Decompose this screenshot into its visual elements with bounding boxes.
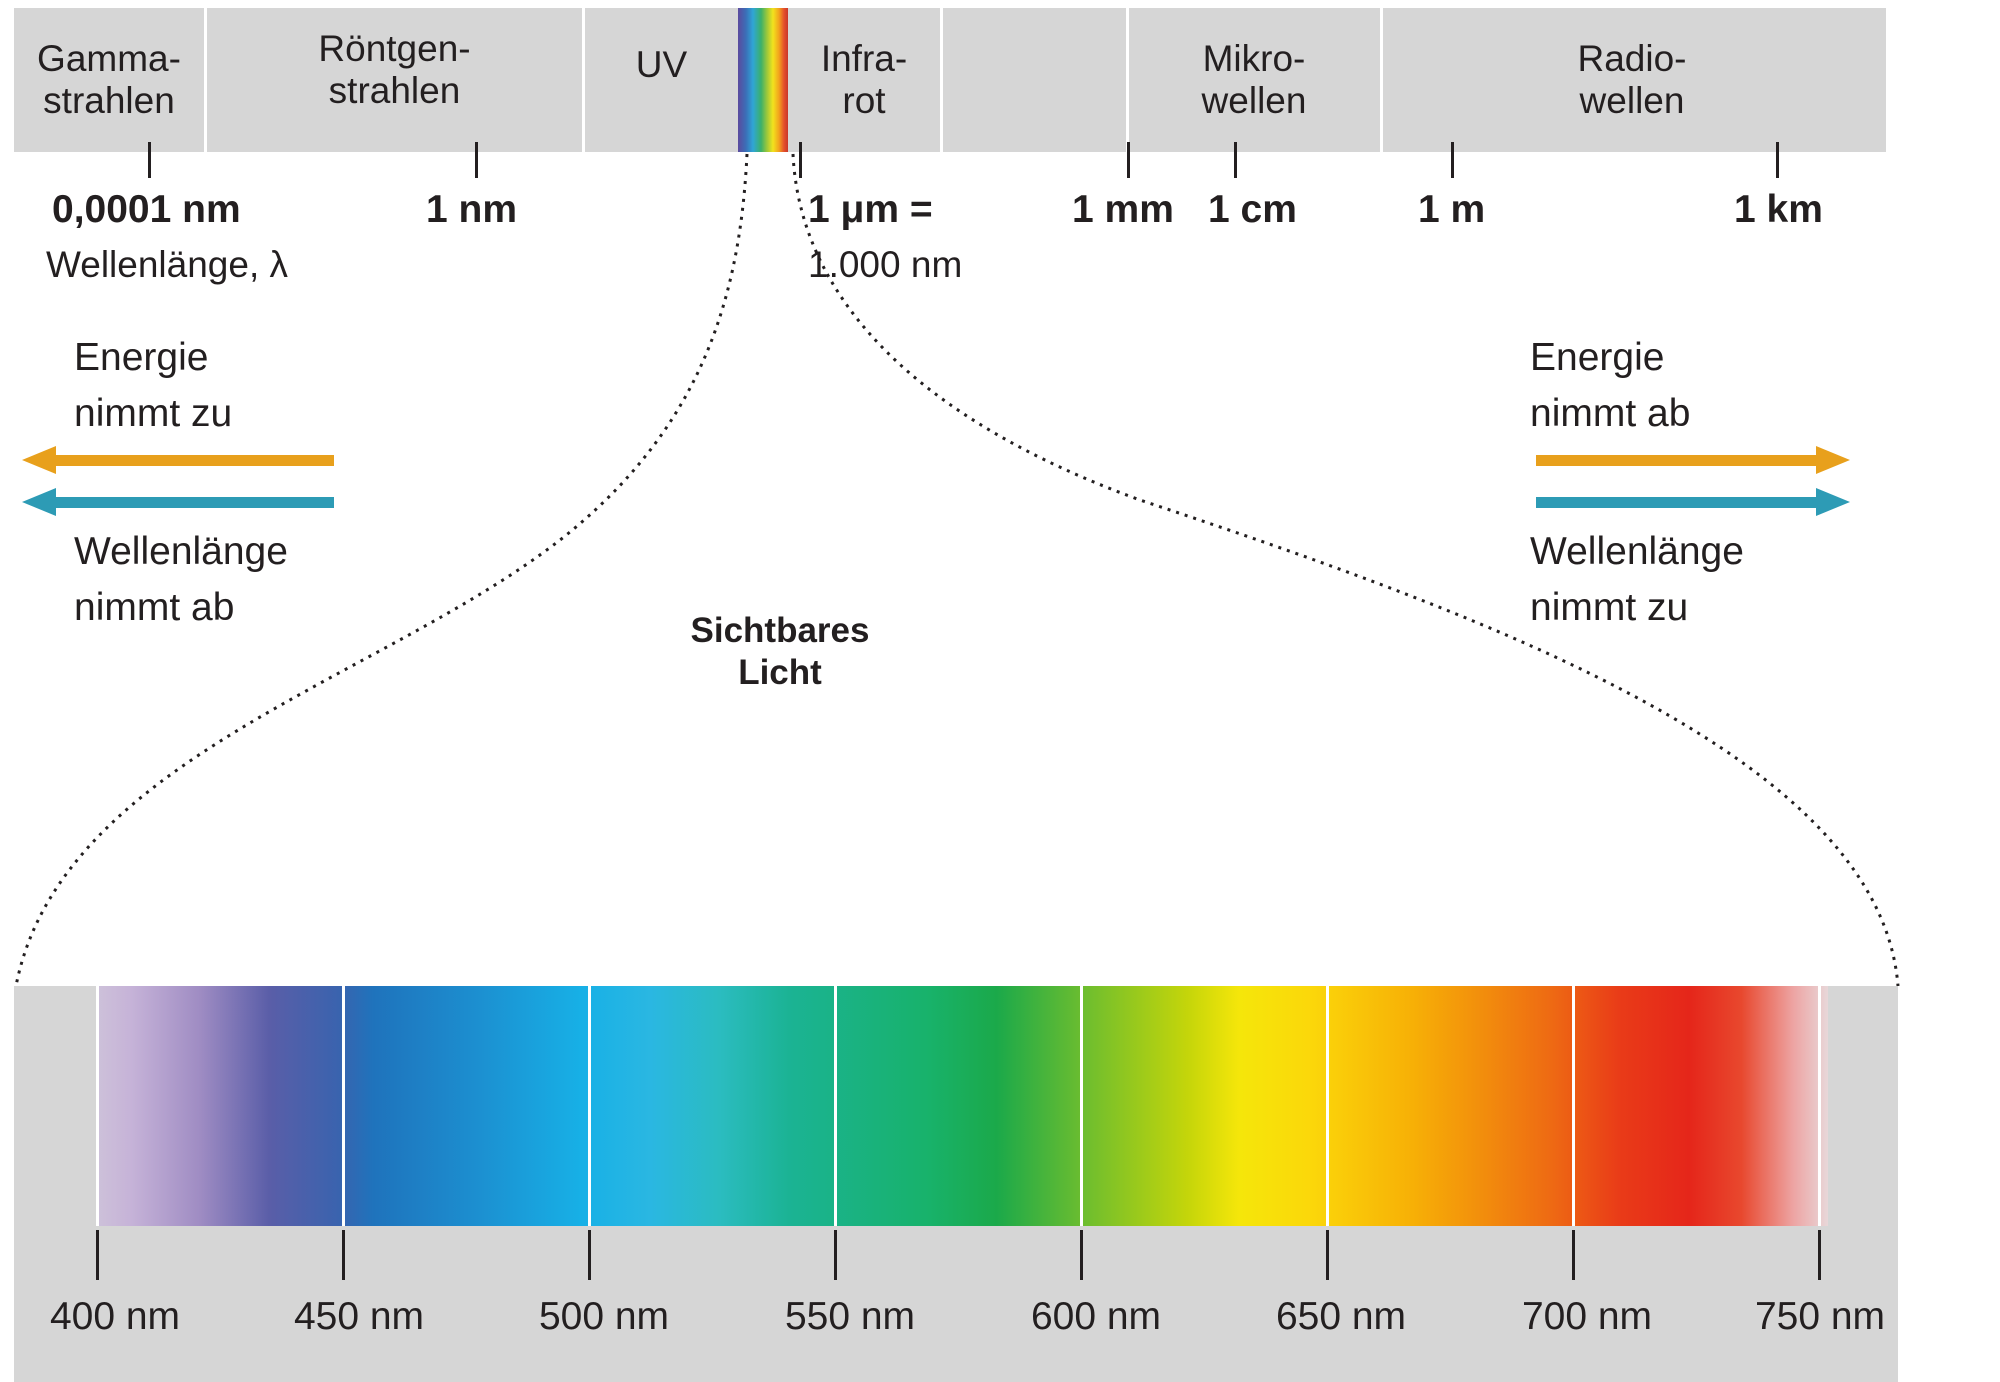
left-energy-text: Energie nimmt zu: [74, 330, 232, 442]
scale-label-0: 0,0001 nm: [52, 188, 241, 231]
scale-label-3: 1 mm: [1072, 188, 1174, 231]
scale-tick: [1451, 142, 1454, 178]
scale-tick: [148, 142, 151, 178]
wavelength-tick: [1080, 1230, 1083, 1280]
right-energy-arrow: [1536, 446, 1850, 474]
wavelength-gridline: [1818, 986, 1821, 1226]
wavelength-gridline: [1572, 986, 1575, 1226]
left-energy-line2: nimmt zu: [74, 392, 233, 435]
wavelength-label-600: 600 nm: [1030, 1295, 1162, 1338]
right-wavelength-line2: nimmt zu: [1530, 586, 1689, 629]
wavelength-gridline: [96, 986, 99, 1226]
left-wavelength-line1: Wellenlänge: [74, 530, 288, 573]
scale-tick: [799, 142, 802, 178]
scale-label-1: 1 nm: [426, 188, 518, 231]
left-wavelength-line2: nimmt ab: [74, 586, 235, 629]
wavelength-label-450: 450 nm: [293, 1295, 425, 1338]
wavelength-tick: [588, 1230, 591, 1280]
wavelength-label-650: 650 nm: [1275, 1295, 1407, 1338]
band-radio: Radio- wellen: [1382, 8, 1882, 152]
band-microwave-label: Mikro- wellen: [1201, 38, 1307, 121]
band-divider: [940, 8, 943, 152]
visible-spectrum-gradient: [96, 986, 1828, 1226]
zoom-curve-left: [14, 153, 749, 987]
band-divider: [1126, 8, 1129, 152]
band-gamma-label: Gamma- strahlen: [37, 38, 181, 121]
micrometer-equivalent: 1.000 nm: [808, 244, 963, 285]
wavelength-gridline: [1326, 986, 1329, 1226]
wavelength-tick: [834, 1230, 837, 1280]
band-radio-label: Radio- wellen: [1577, 38, 1687, 121]
wavelength-tick: [1818, 1230, 1821, 1280]
wavelength-label-400: 400 nm: [49, 1295, 181, 1338]
wavelength-tick: [96, 1230, 99, 1280]
visible-light-title-line1: Sichtbares: [690, 611, 870, 650]
right-wavelength-arrow: [1536, 488, 1850, 516]
scale-tick: [1776, 142, 1779, 178]
right-wavelength-line1: Wellenlänge: [1530, 530, 1744, 573]
wavelength-tick: [342, 1230, 345, 1280]
zoom-curve-right: [791, 153, 1900, 987]
right-energy-line2: nimmt ab: [1530, 392, 1691, 435]
band-divider: [582, 8, 585, 152]
wavelength-gridline: [342, 986, 345, 1226]
band-xray: Röntgen- strahlen: [207, 8, 582, 152]
scale-label-5: 1 m: [1418, 188, 1486, 231]
left-wavelength-arrow: [22, 488, 334, 516]
scale-tick: [1127, 142, 1130, 178]
scale-label-2: 1 μm =: [808, 188, 933, 231]
band-divider: [204, 8, 207, 152]
scale-label-6: 1 km: [1734, 188, 1823, 231]
wavelength-label-750: 750 nm: [1754, 1295, 1886, 1338]
band-microwave: Mikro- wellen: [1129, 8, 1379, 152]
left-energy-arrow: [22, 446, 334, 474]
left-energy-line1: Energie: [74, 336, 209, 379]
visible-light-title-line2: Licht: [738, 653, 822, 692]
right-energy-text: Energie nimmt ab: [1530, 330, 1690, 442]
wavelength-label-550: 550 nm: [784, 1295, 916, 1338]
left-wavelength-text: Wellenlänge nimmt ab: [74, 524, 288, 636]
band-divider: [1380, 8, 1383, 152]
wavelength-gridline: [588, 986, 591, 1226]
wavelength-label-500: 500 nm: [538, 1295, 670, 1338]
em-spectrum-bar: [14, 8, 1886, 152]
wavelength-label-700: 700 nm: [1521, 1295, 1653, 1338]
scale-tick: [475, 142, 478, 178]
band-infrared-label: Infra- rot: [820, 38, 908, 121]
right-wavelength-text: Wellenlänge nimmt zu: [1530, 524, 1744, 636]
scale-label-4: 1 cm: [1208, 188, 1297, 231]
band-infrared: Infra- rot: [790, 8, 938, 152]
scale-tick: [1234, 142, 1237, 178]
wavelength-tick: [1572, 1230, 1575, 1280]
right-energy-line1: Energie: [1530, 336, 1665, 379]
wavelength-gridline: [834, 986, 837, 1226]
visible-light-title: Sichtbares Licht: [640, 610, 920, 694]
band-xray-label: Röntgen- strahlen: [318, 28, 471, 111]
band-gamma: Gamma- strahlen: [14, 8, 204, 152]
band-uv: UV: [585, 8, 738, 152]
wavelength-gridline: [1080, 986, 1083, 1226]
band-uv-label: UV: [635, 44, 688, 85]
visible-light-strip: [738, 8, 788, 152]
wavelength-tick: [1326, 1230, 1329, 1280]
wavelength-axis-label: Wellenlänge, λ: [46, 244, 289, 285]
